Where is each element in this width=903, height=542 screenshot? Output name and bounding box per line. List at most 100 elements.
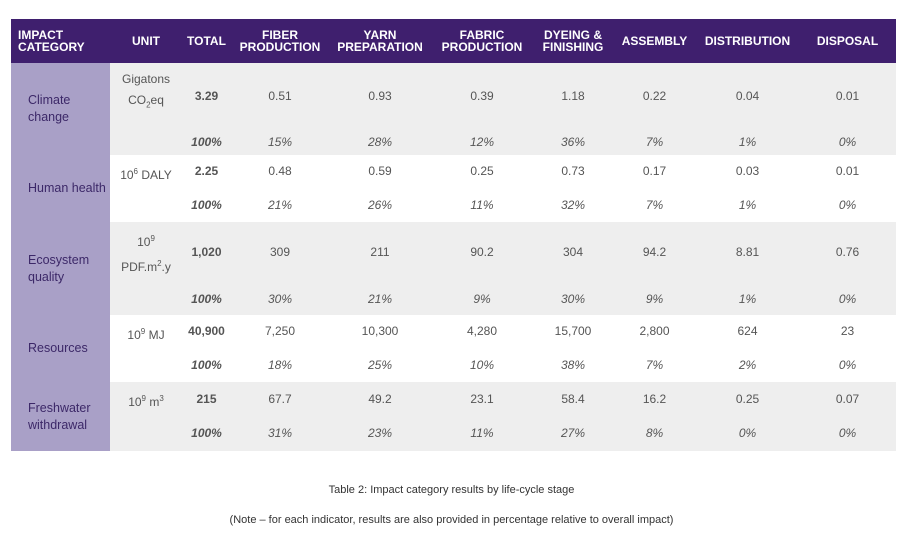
- percent-cell: 18%: [231, 347, 329, 382]
- table-row: Climate change Gigatons CO2eq 3.29 0.51 …: [11, 63, 896, 155]
- value-cell: 0.17: [613, 155, 696, 187]
- value-cell: 2.25: [182, 155, 231, 187]
- value-cell: 8.81: [696, 222, 799, 282]
- value-cell: 0.48: [231, 155, 329, 187]
- percent-cell: 28%: [329, 128, 431, 155]
- percent-cell: 0%: [696, 415, 799, 451]
- value-cell: 0.39: [431, 63, 533, 128]
- value-cell: 0.07: [799, 382, 896, 415]
- value-cell: 16.2: [613, 382, 696, 415]
- unit-cell-empty: [110, 282, 182, 315]
- header-category: IMPACT CATEGORY: [11, 19, 110, 63]
- value-cell: 0.01: [799, 63, 896, 128]
- percent-cell: 27%: [533, 415, 613, 451]
- value-cell: 0.76: [799, 222, 896, 282]
- table-row: Freshwater withdrawal 109 m3 215 67.7 49…: [11, 382, 896, 451]
- header-dyeing: DYEING & FINISHING: [533, 19, 613, 63]
- unit-cell: 109 m3: [110, 382, 182, 415]
- percent-cell: 7%: [613, 128, 696, 155]
- value-cell: 58.4: [533, 382, 613, 415]
- header-fiber: FIBER PRODUCTION: [231, 19, 329, 63]
- value-cell: 0.25: [696, 382, 799, 415]
- category-group: Climate change Gigatons CO2eq 3.29 0.51 …: [11, 63, 896, 155]
- table-row-percent: 100% 31% 23% 11% 27% 8% 0% 0%: [11, 415, 896, 451]
- value-cell: 0.01: [799, 155, 896, 187]
- value-cell: 23: [799, 315, 896, 347]
- percent-cell: 10%: [431, 347, 533, 382]
- header-unit: UNIT: [110, 19, 182, 63]
- percent-cell: 7%: [613, 347, 696, 382]
- percent-cell: 0%: [799, 282, 896, 315]
- percent-cell: 1%: [696, 128, 799, 155]
- header-disposal: DISPOSAL: [799, 19, 896, 63]
- unit-cell: 109 PDF.m2.y: [110, 222, 182, 282]
- header-total: TOTAL: [182, 19, 231, 63]
- unit-cell: 109 MJ: [110, 315, 182, 347]
- category-group: Human health 106 DALY 2.25 0.48 0.59 0.2…: [11, 155, 896, 222]
- value-cell: 0.59: [329, 155, 431, 187]
- value-cell: 0.73: [533, 155, 613, 187]
- percent-cell: 100%: [182, 282, 231, 315]
- percent-cell: 9%: [613, 282, 696, 315]
- table-row-percent: 100% 21% 26% 11% 32% 7% 1% 0%: [11, 187, 896, 222]
- value-cell: 215: [182, 382, 231, 415]
- header-yarn: YARN PREPARATION: [329, 19, 431, 63]
- value-cell: 309: [231, 222, 329, 282]
- percent-cell: 100%: [182, 415, 231, 451]
- value-cell: 2,800: [613, 315, 696, 347]
- percent-cell: 0%: [799, 347, 896, 382]
- percent-cell: 23%: [329, 415, 431, 451]
- value-cell: 0.04: [696, 63, 799, 128]
- category-group: Ecosystem quality 109 PDF.m2.y 1,020 309 …: [11, 222, 896, 315]
- header-distribution: DISTRIBUTION: [696, 19, 799, 63]
- table-row: Ecosystem quality 109 PDF.m2.y 1,020 309 …: [11, 222, 896, 315]
- value-cell: 0.25: [431, 155, 533, 187]
- percent-cell: 30%: [533, 282, 613, 315]
- value-cell: 10,300: [329, 315, 431, 347]
- percent-cell: 32%: [533, 187, 613, 222]
- header-row: IMPACT CATEGORY UNIT TOTAL FIBER PRODUCT…: [11, 19, 896, 63]
- percent-cell: 0%: [799, 187, 896, 222]
- header-fabric: FABRIC PRODUCTION: [431, 19, 533, 63]
- value-cell: 1.18: [533, 63, 613, 128]
- percent-cell: 21%: [231, 187, 329, 222]
- category-label: Climate change: [11, 63, 110, 155]
- percent-cell: 11%: [431, 415, 533, 451]
- category-label: Ecosystem quality: [11, 222, 110, 315]
- percent-cell: 8%: [613, 415, 696, 451]
- value-cell: 0.03: [696, 155, 799, 187]
- value-cell: 4,280: [431, 315, 533, 347]
- table-row-percent: 100% 30% 21% 9% 30% 9% 1% 0%: [11, 282, 896, 315]
- unit-cell-empty: [110, 187, 182, 222]
- value-cell: 90.2: [431, 222, 533, 282]
- table-caption: Table 2: Impact category results by life…: [328, 484, 575, 496]
- percent-cell: 12%: [431, 128, 533, 155]
- value-cell: 23.1: [431, 382, 533, 415]
- percent-cell: 1%: [696, 282, 799, 315]
- percent-cell: 26%: [329, 187, 431, 222]
- percent-cell: 0%: [799, 415, 896, 451]
- impact-table: IMPACT CATEGORY UNIT TOTAL FIBER PRODUCT…: [11, 19, 896, 451]
- value-cell: 49.2: [329, 382, 431, 415]
- header-assembly: ASSEMBLY: [613, 19, 696, 63]
- category-label: Resources: [11, 315, 110, 382]
- percent-cell: 9%: [431, 282, 533, 315]
- unit-cell-empty: [110, 415, 182, 451]
- percent-cell: 11%: [431, 187, 533, 222]
- category-label: Human health: [11, 155, 110, 222]
- unit-cell: Gigatons CO2eq: [110, 63, 182, 128]
- table-note: (Note – for each indicator, results are …: [229, 514, 674, 526]
- percent-cell: 100%: [182, 187, 231, 222]
- table-row-percent: 100% 18% 25% 10% 38% 7% 2% 0%: [11, 347, 896, 382]
- percent-cell: 1%: [696, 187, 799, 222]
- percent-cell: 15%: [231, 128, 329, 155]
- table-row-percent: 100% 15% 28% 12% 36% 7% 1% 0%: [11, 128, 896, 155]
- table-row: Resources 109 MJ 40,900 7,250 10,300 4,2…: [11, 315, 896, 382]
- value-cell: 7,250: [231, 315, 329, 347]
- value-cell: 211: [329, 222, 431, 282]
- percent-cell: 25%: [329, 347, 431, 382]
- value-cell: 0.93: [329, 63, 431, 128]
- percent-cell: 31%: [231, 415, 329, 451]
- table-row: Human health 106 DALY 2.25 0.48 0.59 0.2…: [11, 155, 896, 222]
- percent-cell: 100%: [182, 128, 231, 155]
